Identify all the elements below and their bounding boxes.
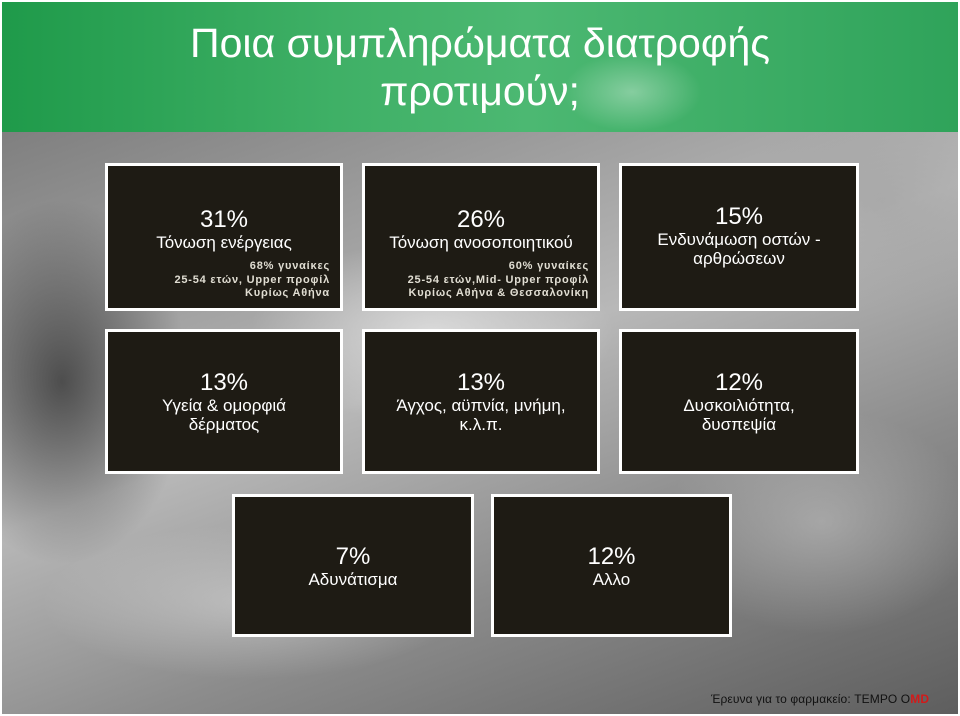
- stat-label-line: Άγχος, αϋπνία, μνήμη,: [396, 396, 566, 415]
- stat-label-line: Ενδυνάμωση οστών -: [657, 230, 821, 249]
- stat-detail-line: Κυρίως Αθήνα & Θεσσαλονίκη: [408, 287, 589, 299]
- stat-card-energy: 31% Τόνωση ενέργειας 68% γυναίκες 25-54 …: [105, 163, 343, 311]
- stat-label: Αλλο: [592, 569, 631, 589]
- slide-title-line-1: Ποια συμπληρώματα διατροφής: [189, 20, 771, 66]
- stat-label-line: Δυσκοιλιότητα,: [683, 396, 795, 415]
- stat-card-bones-joints: 15% Ενδυνάμωση οστών - αρθρώσεων: [619, 163, 859, 311]
- brand-suffix: MD: [910, 692, 930, 706]
- stat-card-skin: 13% Υγεία & ομορφιά δέρματος: [105, 329, 343, 474]
- stat-card-weight-loss: 7% Αδυνάτισμα: [232, 494, 474, 637]
- source-text: Έρευνα για το φαρμακείο: TEMPO O: [711, 692, 911, 706]
- stat-value: 15%: [714, 203, 764, 230]
- stat-detail-line: 25-54 ετών, Upper προφίλ: [174, 273, 330, 286]
- title-banner: Ποια συμπληρώματα διατροφής προτιμούν;: [2, 2, 958, 132]
- stat-card-other: 12% Αλλο: [491, 494, 732, 637]
- stat-label-line: Υγεία & ομορφιά: [162, 396, 286, 415]
- stat-value: 13%: [456, 369, 506, 396]
- stat-value: 26%: [456, 206, 506, 233]
- stat-detail-line: Κυρίως Αθήνα: [245, 287, 330, 299]
- stat-value: 12%: [587, 542, 636, 570]
- stat-detail: 60% γυναίκες 25-54 ετών,Mid- Upper προφί…: [408, 260, 597, 301]
- source-footnote: Έρευνα για το φαρμακείο: TEMPO OMD: [711, 692, 929, 706]
- stat-label-line: δυσπεψία: [701, 415, 777, 434]
- stat-card-immunity: 26% Τόνωση ανοσοποιητικού 60% γυναίκες 2…: [362, 163, 600, 311]
- slide-title-line-2: προτιμούν;: [380, 68, 580, 114]
- stat-value: 12%: [714, 369, 764, 396]
- stat-detail-line: 68% γυναίκες: [249, 260, 330, 272]
- stat-label: Τόνωση ανοσοποιητικού: [389, 233, 573, 252]
- stat-detail-line: 25-54 ετών,Mid- Upper προφίλ: [407, 273, 589, 286]
- stat-value: 13%: [199, 369, 249, 396]
- stat-detail: 68% γυναίκες 25-54 ετών, Upper προφίλ Κυ…: [174, 260, 340, 301]
- stat-label: Τόνωση ενέργειας: [156, 233, 292, 252]
- stat-label-line: αρθρώσεων: [693, 249, 785, 268]
- stat-detail-line: 60% γυναίκες: [508, 260, 589, 272]
- stat-value: 7%: [335, 542, 371, 570]
- stat-label: Αδυνάτισμα: [308, 569, 398, 589]
- stat-label-line: κ.λ.π.: [459, 415, 503, 434]
- stat-value: 31%: [199, 206, 249, 233]
- stat-card-digestion: 12% Δυσκοιλιότητα, δυσπεψία: [619, 329, 859, 474]
- stat-card-stress-sleep: 13% Άγχος, αϋπνία, μνήμη, κ.λ.π.: [362, 329, 600, 474]
- stat-label-line: δέρματος: [188, 415, 260, 434]
